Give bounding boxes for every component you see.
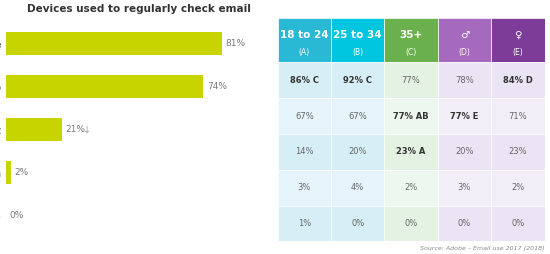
Text: 23% A: 23% A bbox=[397, 147, 426, 156]
Text: (C): (C) bbox=[405, 48, 417, 57]
Text: 86% C: 86% C bbox=[290, 76, 319, 85]
Text: 18 to 24: 18 to 24 bbox=[280, 29, 329, 40]
Bar bbox=[438, 18, 491, 62]
Text: 35+: 35+ bbox=[399, 29, 423, 40]
Bar bbox=[491, 205, 544, 241]
Text: 0%: 0% bbox=[511, 219, 525, 228]
Text: 77% AB: 77% AB bbox=[393, 112, 429, 121]
Bar bbox=[278, 98, 331, 134]
Text: 21%: 21% bbox=[65, 125, 86, 134]
Bar bbox=[438, 98, 491, 134]
Text: 81%: 81% bbox=[226, 39, 246, 48]
Text: 0%: 0% bbox=[404, 219, 417, 228]
Text: (E): (E) bbox=[513, 48, 523, 57]
Bar bbox=[331, 170, 384, 205]
Text: Source: Adobe – Email use 2017 (2018): Source: Adobe – Email use 2017 (2018) bbox=[420, 246, 544, 251]
Bar bbox=[331, 134, 384, 170]
Bar bbox=[278, 205, 331, 241]
Text: 2%: 2% bbox=[15, 168, 29, 177]
Text: 20%: 20% bbox=[455, 147, 474, 156]
Bar bbox=[438, 170, 491, 205]
Text: 23%: 23% bbox=[509, 147, 527, 156]
Text: 0%: 0% bbox=[9, 211, 24, 220]
Text: 1%: 1% bbox=[298, 219, 311, 228]
Bar bbox=[278, 170, 331, 205]
Text: 2%: 2% bbox=[404, 183, 417, 192]
Text: 2%: 2% bbox=[511, 183, 525, 192]
Bar bbox=[384, 98, 438, 134]
Text: 74%: 74% bbox=[207, 82, 227, 91]
Text: (B): (B) bbox=[352, 48, 364, 57]
Text: 92% C: 92% C bbox=[343, 76, 372, 85]
Text: 67%: 67% bbox=[295, 112, 313, 121]
Bar bbox=[491, 62, 544, 98]
Text: 20%: 20% bbox=[349, 147, 367, 156]
Bar bbox=[331, 205, 384, 241]
Bar bbox=[491, 98, 544, 134]
Bar bbox=[6, 118, 62, 141]
Text: 78%: 78% bbox=[455, 76, 474, 85]
Bar bbox=[438, 62, 491, 98]
Text: 25 to 34: 25 to 34 bbox=[333, 29, 382, 40]
Text: 77% E: 77% E bbox=[450, 112, 478, 121]
Bar bbox=[438, 134, 491, 170]
Bar bbox=[6, 161, 11, 184]
Text: 3%: 3% bbox=[298, 183, 311, 192]
Text: 67%: 67% bbox=[348, 112, 367, 121]
Text: (D): (D) bbox=[459, 48, 470, 57]
Text: 14%: 14% bbox=[295, 147, 314, 156]
Bar bbox=[278, 62, 331, 98]
Bar bbox=[384, 62, 438, 98]
Bar bbox=[491, 134, 544, 170]
Bar bbox=[278, 18, 331, 62]
Bar bbox=[331, 62, 384, 98]
Bar bbox=[438, 205, 491, 241]
Text: 0%: 0% bbox=[458, 219, 471, 228]
Text: (A): (A) bbox=[299, 48, 310, 57]
Bar bbox=[6, 75, 203, 98]
Text: 3%: 3% bbox=[458, 183, 471, 192]
Bar bbox=[331, 98, 384, 134]
Bar bbox=[331, 18, 384, 62]
Text: 71%: 71% bbox=[509, 112, 527, 121]
Text: ↓: ↓ bbox=[83, 124, 91, 135]
Bar bbox=[384, 134, 438, 170]
Text: 4%: 4% bbox=[351, 183, 364, 192]
Bar bbox=[491, 170, 544, 205]
Bar bbox=[384, 205, 438, 241]
Bar bbox=[491, 18, 544, 62]
Text: ♀: ♀ bbox=[514, 29, 521, 40]
Text: 77%: 77% bbox=[402, 76, 420, 85]
Title: Devices used to regularly check email: Devices used to regularly check email bbox=[27, 4, 251, 14]
Bar bbox=[6, 32, 222, 55]
Text: 0%: 0% bbox=[351, 219, 364, 228]
Text: 84% D: 84% D bbox=[503, 76, 533, 85]
Bar bbox=[384, 170, 438, 205]
Bar bbox=[384, 18, 438, 62]
Text: ♂: ♂ bbox=[460, 29, 469, 40]
Bar bbox=[278, 134, 331, 170]
